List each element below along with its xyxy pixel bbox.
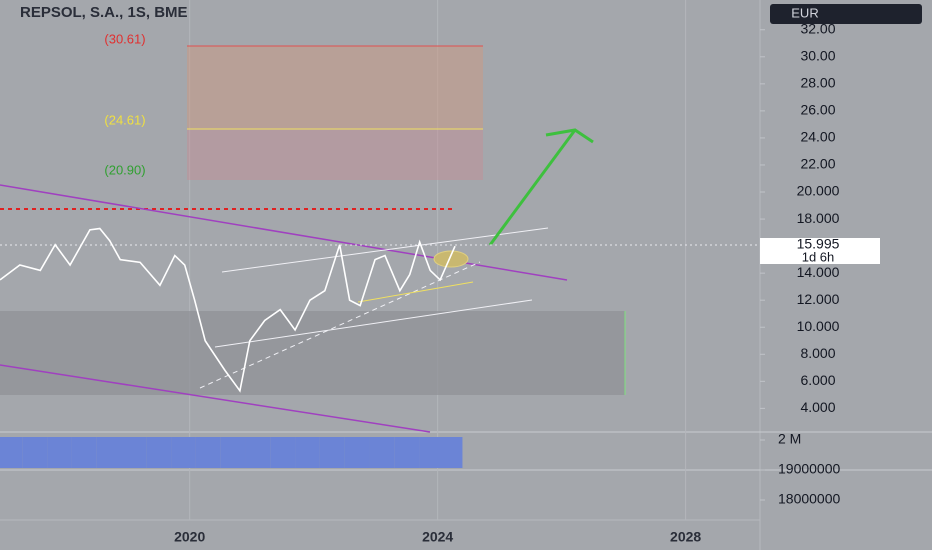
chart-title: REPSOL, S.A., 1S, BME [20, 4, 188, 21]
y-tick-label: 22.00 [800, 156, 835, 172]
volume-bar [0, 437, 23, 468]
channel-line [0, 184, 568, 281]
y-tick-label: 12.000 [797, 291, 840, 307]
volume-bar [344, 437, 370, 468]
y-tick-label: 6.000 [800, 372, 835, 388]
countdown: 1d 6h [802, 249, 835, 264]
annotation: (20.90) [104, 162, 145, 177]
y-tick-label: 8.000 [800, 345, 835, 361]
target-box [187, 129, 483, 180]
y-tick-label: 4.000 [800, 399, 835, 415]
volume-bar [146, 437, 172, 468]
volume-bar [394, 437, 420, 468]
trend-line [357, 281, 474, 303]
volume-bar [220, 437, 246, 468]
arrow [488, 129, 577, 246]
volume-bar [171, 437, 196, 468]
y-tick-label: 10.000 [797, 318, 840, 334]
currency[interactable]: EUR [791, 5, 818, 20]
y-tick-label: 26.00 [800, 102, 835, 118]
y-tick-label: 32.00 [800, 20, 835, 36]
x-tick-label: 2020 [174, 529, 205, 545]
volume-bar [270, 437, 296, 468]
target-box [187, 46, 483, 129]
volume-bar [121, 437, 147, 468]
y-tick-label: 28.00 [800, 75, 835, 91]
volume-bar [295, 437, 320, 468]
annotation: (30.61) [104, 31, 145, 46]
annotation: (24.61) [104, 112, 145, 127]
volume-bar [71, 437, 97, 468]
y-tick-label: 30.00 [800, 47, 835, 63]
y-tick-label: 20.000 [797, 183, 840, 199]
trend-line [214, 299, 533, 348]
volume-bar [96, 437, 122, 468]
x-tick-label: 2024 [422, 529, 453, 545]
volume-bar [437, 437, 463, 468]
volume-bar [22, 437, 48, 468]
volume-bar [369, 437, 395, 468]
arrow-head [545, 128, 594, 144]
channel-line [0, 364, 431, 433]
support-zone [0, 311, 625, 395]
highlight [433, 250, 469, 268]
y-tick-label: 14.000 [797, 264, 840, 280]
last-price: 15.995 [797, 236, 840, 252]
x-tick-label: 2028 [670, 529, 701, 545]
y-tick-label: 18.000 [797, 210, 840, 226]
trend-line [199, 261, 481, 389]
volume-bar [47, 437, 72, 468]
currency-box[interactable] [770, 4, 922, 24]
drawings [0, 45, 760, 433]
volume-bar [245, 437, 271, 468]
volume-bar [195, 437, 221, 468]
price-line-series [0, 227, 456, 393]
y-tick-label: 2 M [778, 431, 801, 447]
y-tick-label: 18000000 [778, 491, 841, 507]
trend-line [221, 227, 549, 273]
y-tick-label: 24.00 [800, 129, 835, 145]
price-tag [760, 238, 880, 264]
y-tick-label: 19000000 [778, 461, 841, 477]
volume-bar [319, 437, 345, 468]
